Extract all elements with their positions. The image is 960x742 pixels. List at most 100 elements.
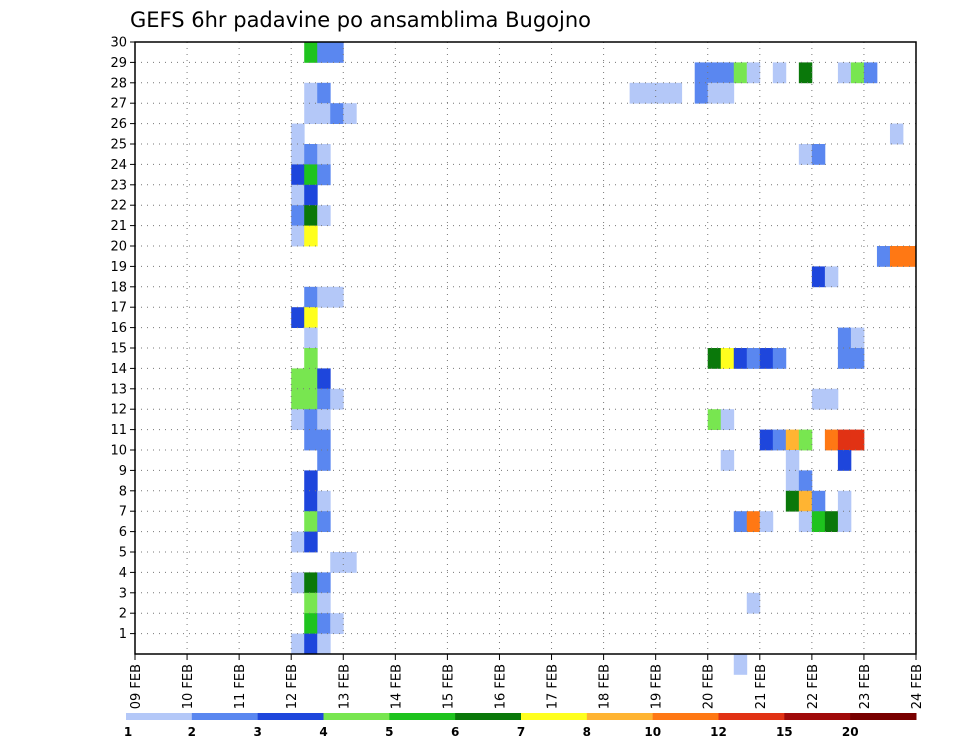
x-tick-label: 10 FEB: [181, 664, 196, 709]
y-tick-label: 21: [110, 219, 127, 234]
heatmap-cell: [720, 409, 735, 430]
legend-swatch: [652, 713, 719, 720]
heatmap-cell: [304, 42, 318, 63]
y-tick-label: 1: [119, 627, 127, 642]
heatmap-cell: [304, 511, 318, 532]
heatmap-cell: [850, 62, 865, 84]
heatmap-cell: [785, 490, 800, 512]
y-tick-label: 5: [119, 546, 127, 561]
heatmap-cells: [291, 42, 917, 675]
heatmap-cell: [304, 327, 318, 349]
heatmap-cell: [850, 429, 865, 451]
heatmap-cell: [863, 62, 878, 84]
heatmap-cell: [304, 307, 318, 328]
heatmap-cell: [317, 592, 331, 614]
heatmap-cell: [850, 327, 865, 349]
heatmap-cell: [720, 450, 735, 471]
heatmap-cell: [824, 388, 839, 410]
heatmap-cell: [304, 531, 318, 553]
heatmap-cell: [837, 490, 852, 512]
heatmap-cell: [707, 82, 722, 104]
heatmap-cell: [746, 348, 761, 369]
heatmap-cell: [785, 470, 800, 492]
heatmap-cell: [746, 511, 761, 532]
y-tick-label: 23: [110, 178, 127, 193]
heatmap-cell: [876, 246, 891, 267]
heatmap-cell: [304, 205, 318, 226]
heatmap-cell: [668, 82, 683, 104]
heatmap-cell: [317, 450, 331, 471]
y-tick-label: 26: [110, 117, 127, 132]
heatmap-cell: [304, 144, 318, 165]
heatmap-cell: [304, 429, 318, 451]
y-tick-label: 4: [119, 566, 127, 581]
heatmap-cell: [824, 266, 839, 288]
heatmap-cell: [291, 633, 305, 655]
heatmap-cell: [291, 144, 305, 165]
y-tick-label: 19: [110, 260, 127, 275]
heatmap-cell: [837, 327, 852, 349]
legend-swatch: [257, 713, 324, 720]
legend-label: 7: [517, 725, 525, 739]
heatmap-cell: [707, 348, 722, 369]
heatmap-cell: [304, 348, 318, 369]
heatmap-cell: [772, 348, 787, 369]
legend-swatch: [718, 713, 785, 720]
y-tick-label: 25: [110, 138, 127, 153]
legend-label: 4: [319, 725, 327, 739]
heatmap-cell: [317, 409, 331, 430]
heatmap-cell: [304, 409, 318, 430]
heatmap-cell: [811, 511, 826, 532]
heatmap-cell: [785, 450, 800, 471]
y-tick-label: 22: [110, 199, 127, 214]
y-tick-label: 28: [110, 76, 127, 91]
x-tick-label: 23 FEB: [858, 664, 873, 709]
legend-swatch: [323, 713, 390, 720]
heatmap-cell: [317, 164, 331, 186]
heatmap-cell: [317, 388, 331, 410]
y-tick-label: 13: [110, 382, 127, 397]
y-tick-label: 2: [119, 607, 127, 622]
heatmap-cell: [291, 164, 305, 186]
x-tick-label: 20 FEB: [702, 664, 717, 709]
heatmap-cell: [291, 184, 305, 206]
legend-swatch: [850, 713, 917, 720]
heatmap-cell: [850, 348, 865, 369]
heatmap-cell: [304, 633, 318, 655]
heatmap-cell: [304, 286, 318, 308]
heatmap-cell: [798, 429, 813, 451]
heatmap-cell: [655, 82, 670, 104]
y-tick-label: 17: [110, 301, 127, 316]
x-tick-label: 16 FEB: [494, 664, 509, 709]
x-tick-label: 15 FEB: [441, 664, 456, 709]
color-legend: 1 2 3 4 5 6 7 8 10 12 15 20: [124, 713, 917, 739]
heatmap-cell: [720, 82, 735, 104]
legend-label: 6: [451, 725, 459, 739]
heatmap-cell: [759, 511, 774, 532]
y-tick-label: 10: [110, 444, 127, 459]
heatmap-cell: [694, 62, 709, 84]
heatmap-cell: [837, 511, 852, 532]
heatmap-cell: [707, 62, 722, 84]
x-tick-label: 19 FEB: [650, 664, 665, 709]
heatmap-cell: [317, 286, 331, 308]
y-tick-label: 15: [110, 342, 127, 357]
heatmap-cell: [798, 490, 813, 512]
heatmap-cell: [837, 62, 852, 84]
heatmap-cell: [330, 552, 344, 573]
heatmap-cell: [304, 490, 318, 512]
legend-swatch: [455, 713, 522, 720]
heatmap-cell: [733, 62, 748, 84]
y-tick-label: 27: [110, 97, 127, 112]
y-tick-label: 16: [110, 321, 127, 336]
heatmap-cell: [317, 490, 331, 512]
heatmap-cell: [772, 62, 787, 84]
heatmap-cell: [811, 388, 826, 410]
heatmap-cell: [291, 123, 305, 145]
heatmap-cell: [343, 552, 357, 573]
heatmap-cell: [291, 368, 305, 390]
heatmap-cell: [746, 62, 761, 84]
x-tick-label: 13 FEB: [337, 664, 352, 709]
heatmap-cell: [837, 348, 852, 369]
heatmap-cell: [824, 511, 839, 532]
